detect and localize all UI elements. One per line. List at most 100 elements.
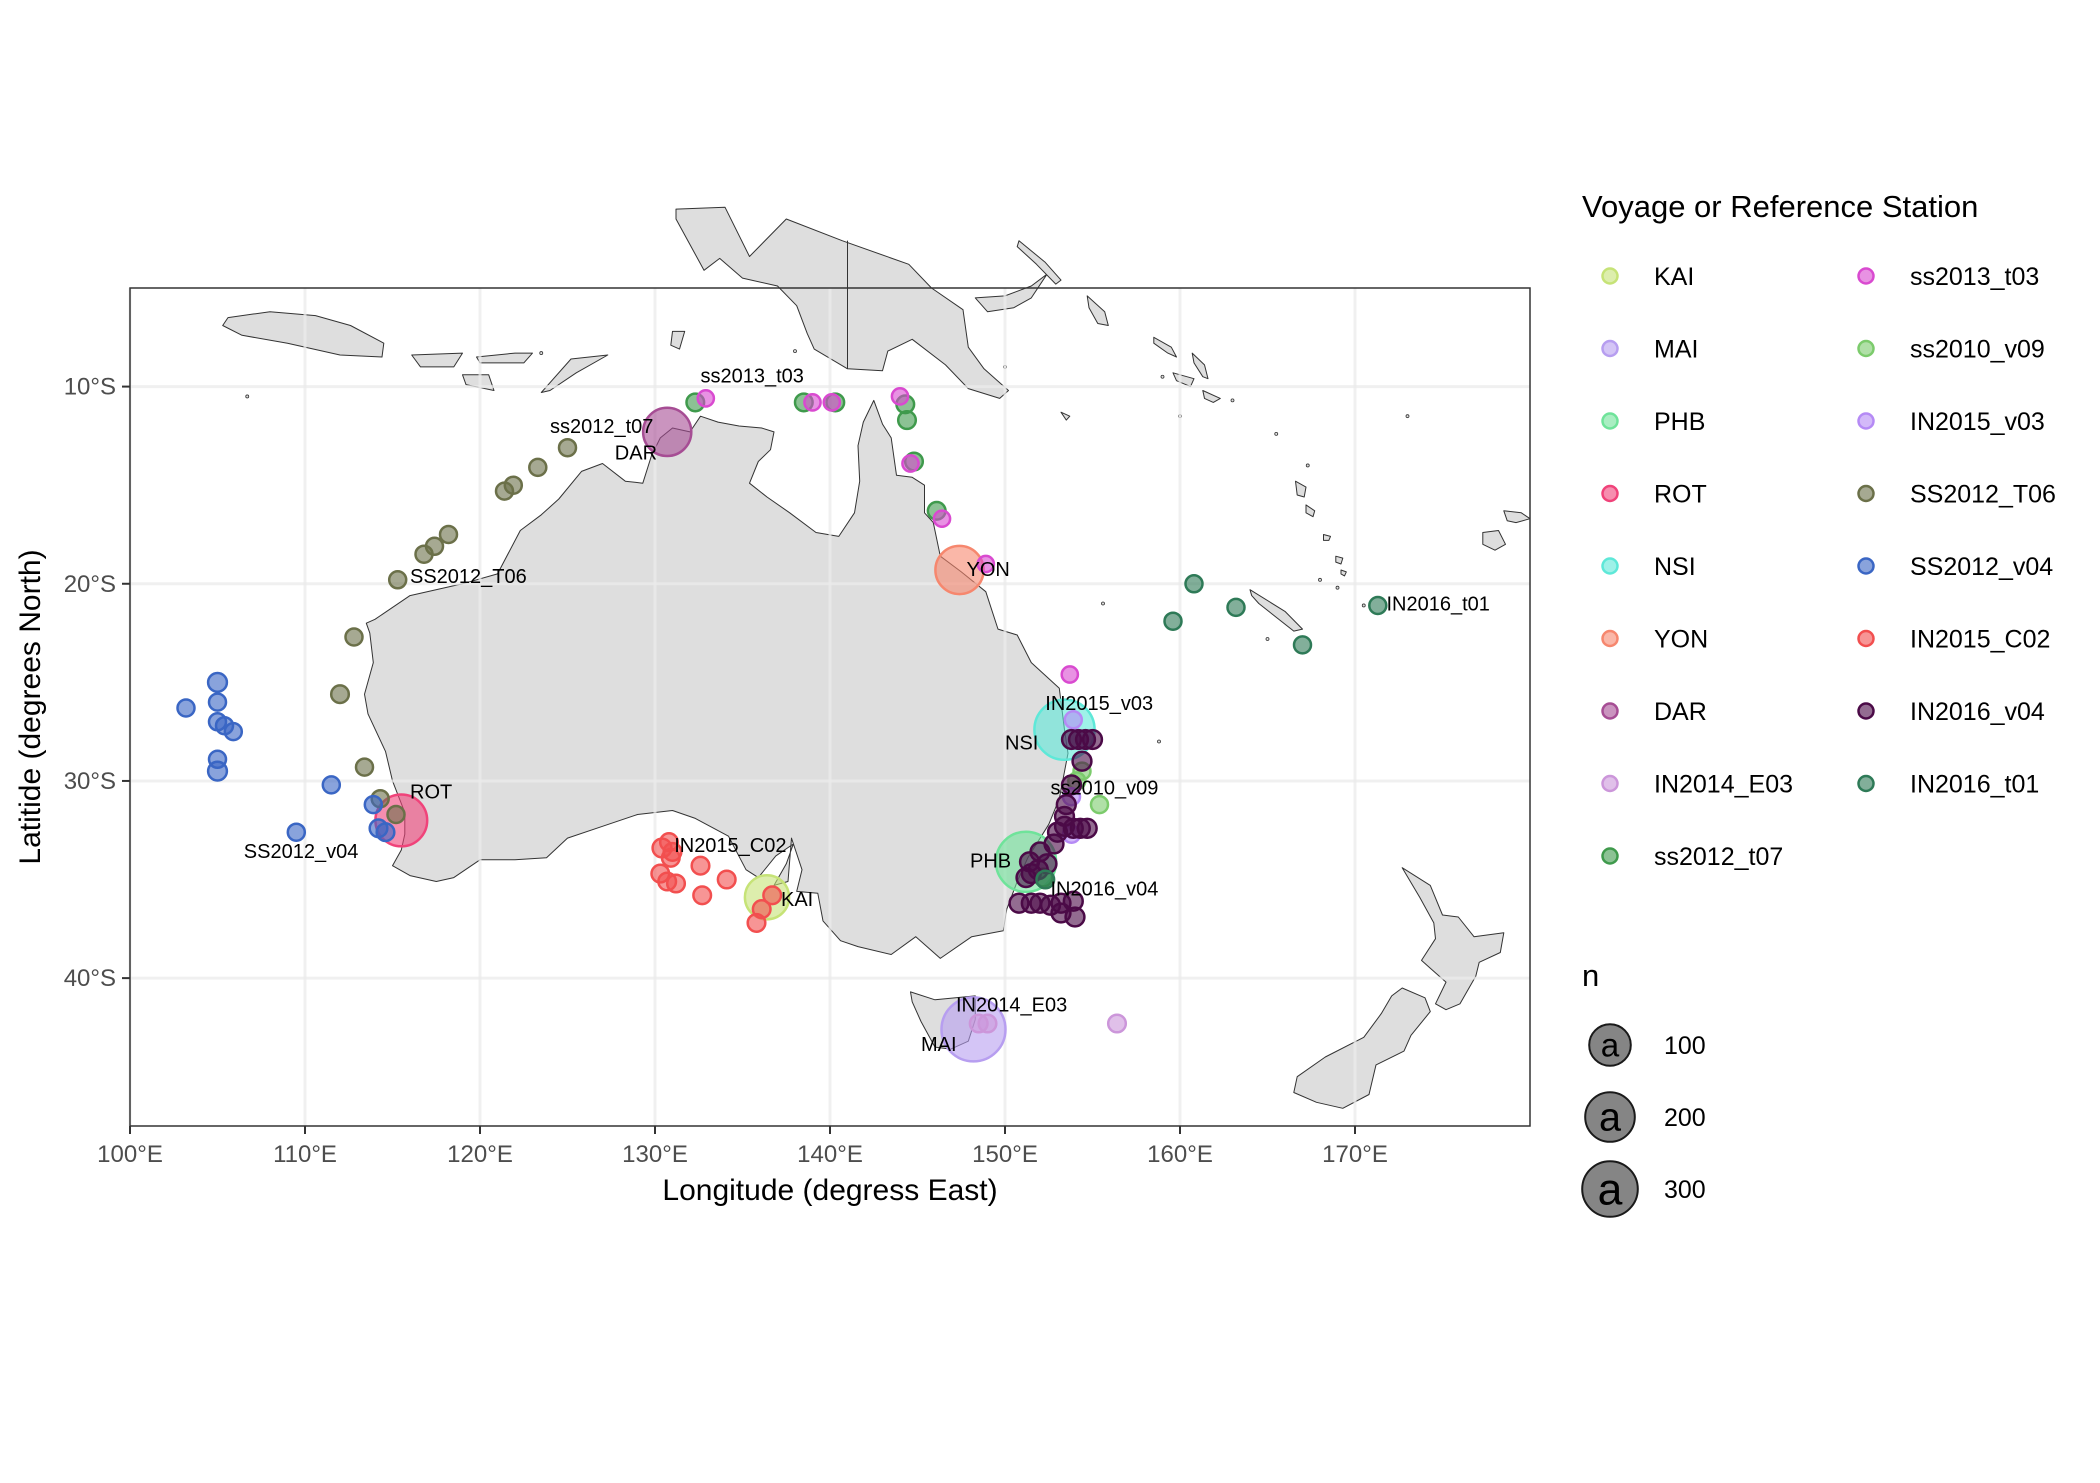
legend-key <box>1857 629 1875 648</box>
point-in2016-v04 <box>1081 728 1104 751</box>
point-ss2012-t06 <box>387 570 408 590</box>
point-in2015-c02 <box>692 885 713 906</box>
x-tick-label: 120°E <box>447 1141 513 1168</box>
x-tick-label: 160°E <box>1147 1141 1213 1168</box>
y-tick-label: 20°S <box>64 571 116 598</box>
point-in2015-c02 <box>690 855 711 876</box>
legend-label: IN2015_C02 <box>1910 626 2050 654</box>
vanuatu-erromango <box>1335 555 1344 565</box>
legend-key <box>1857 339 1875 358</box>
legend-key <box>1857 557 1875 575</box>
point-ss2012-v04 <box>375 822 396 843</box>
legend-label: YON <box>1654 626 1708 654</box>
point-ss2012-t06 <box>414 544 434 564</box>
legend-size-glyph: a <box>1601 1027 1620 1064</box>
point-in2016-v04 <box>1064 906 1086 928</box>
fiji-vanua-levu <box>1503 510 1531 524</box>
point-ss2012-v04 <box>321 775 342 795</box>
x-tick-label: 150°E <box>972 1141 1038 1168</box>
louisiade-island <box>1060 411 1071 421</box>
station-label: PHB <box>970 851 1011 873</box>
point-ss2012-t06 <box>438 524 459 545</box>
timor-island <box>540 354 609 393</box>
y-tick-label: 40°S <box>64 965 116 992</box>
point-ss2010-v09 <box>1089 794 1110 815</box>
legend-size-label: 300 <box>1664 1176 1706 1204</box>
islet-14 <box>1157 739 1161 744</box>
legend-label: ss2013_t03 <box>1910 263 2039 291</box>
islet-9 <box>1318 577 1322 582</box>
solomon-malaita <box>1191 352 1209 380</box>
point-ss2012-v04 <box>223 721 244 742</box>
legend-key <box>1601 774 1619 793</box>
station-label: SS2012_v04 <box>244 841 359 863</box>
legend-label: IN2014_E03 <box>1654 771 1793 799</box>
legend-label: IN2015_v03 <box>1910 408 2045 436</box>
point-in2016-t01 <box>1292 635 1313 655</box>
station-label: ss2012_t07 <box>550 416 653 438</box>
legend-key <box>1601 412 1619 430</box>
point-in2015-v03 <box>1063 710 1084 730</box>
point-in2016-t01 <box>1368 595 1388 616</box>
point-in2016-v04 <box>1015 866 1037 889</box>
point-ss2012-t06 <box>528 457 548 478</box>
legend-key <box>1857 267 1875 285</box>
point-in2015-c02 <box>665 873 687 894</box>
legend-key <box>1601 629 1619 648</box>
legend-key <box>1601 847 1619 865</box>
legend-label: MAI <box>1654 336 1698 364</box>
station-label: IN2014_E03 <box>956 995 1067 1017</box>
point-ss2013-t03 <box>890 387 910 406</box>
station-label: ss2013_t03 <box>701 366 804 388</box>
new-caledonia-island <box>1249 589 1303 632</box>
point-ss2012-t07 <box>896 410 918 431</box>
point-ss2012-t06 <box>329 684 351 705</box>
new-guinea-landmass <box>675 206 1009 399</box>
x-tick-label: 170°E <box>1322 1141 1388 1168</box>
station-label: ss2010_v09 <box>1051 778 1159 800</box>
legend-color-title: Voyage or Reference Station <box>1582 189 1978 224</box>
station-label: IN2015_C02 <box>674 835 786 857</box>
x-tick-label: 110°E <box>273 1141 337 1168</box>
point-ss2013-t03 <box>976 554 996 574</box>
legend-label: IN2016_t01 <box>1910 771 2039 799</box>
islet-7 <box>1274 432 1279 436</box>
point-ss2012-t06 <box>386 804 406 825</box>
landmasses <box>222 206 1531 1109</box>
legend-key <box>1601 484 1619 503</box>
station-label: IN2015_v03 <box>1045 693 1153 715</box>
islet-11 <box>1361 603 1366 608</box>
islet-13 <box>1101 601 1105 606</box>
y-tick-label: 10°S <box>64 374 116 401</box>
legend-label: KAI <box>1654 263 1694 291</box>
station-points <box>176 387 1388 1063</box>
legend-key <box>1601 557 1619 575</box>
point-in2016-t01 <box>1226 597 1246 618</box>
x-axis-title: Longitude (degress East) <box>662 1174 997 1207</box>
islet-15 <box>1265 637 1270 641</box>
legend-label: ss2012_t07 <box>1654 843 1783 871</box>
x-tick-label: 100°E <box>97 1141 163 1168</box>
legend-key <box>1601 267 1619 285</box>
point-in2015-c02 <box>762 885 783 906</box>
islet-5 <box>1230 398 1235 403</box>
point-ss2012-t06 <box>494 481 515 501</box>
x-axis-ticks: 100°E 110°E 120°E 130°E 140°E 150°E 160°E 170°E <box>97 1126 1388 1168</box>
legend-size-title: n <box>1582 958 1599 993</box>
legend-key <box>1857 774 1875 793</box>
point-ss2013-t03 <box>822 393 842 412</box>
point-in2016-v04 <box>1076 817 1098 839</box>
point-in2014-e03 <box>1106 1013 1128 1034</box>
point-in2016-t01 <box>1163 611 1183 631</box>
legend-size-glyph: a <box>1599 1096 1622 1140</box>
station-label: KAI <box>781 889 813 911</box>
station-label: DAR <box>615 443 657 465</box>
point-ss2012-v04 <box>207 692 228 712</box>
point-ss2012-v04 <box>286 822 307 842</box>
point-ss2012-v04 <box>176 698 196 718</box>
point-in2015-c02 <box>751 899 772 920</box>
islet-1 <box>539 351 544 355</box>
new-ireland-island <box>1016 240 1062 285</box>
point-ss2013-t03 <box>803 393 822 412</box>
